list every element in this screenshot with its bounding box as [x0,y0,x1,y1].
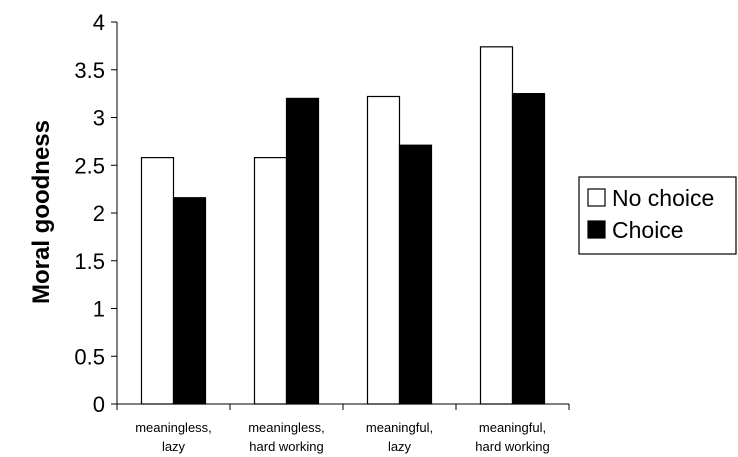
plot-area: 0 0.5 1 1.5 2 2.5 3 3.5 4 meaningless, lazy meaning… [74,10,570,454]
y-tick-label: 1.5 [74,249,105,274]
bar-no-choice [253,157,288,405]
y-tick-label: 2 [93,201,105,226]
legend-label-no-choice: No choice [612,185,714,211]
bar-choice [172,197,207,405]
y-tick-label: 3.5 [74,58,105,83]
y-tick-label: 2.5 [74,153,105,178]
y-tick-label: 1 [93,297,105,322]
legend-swatch-choice [587,220,606,239]
x-tick-label: meaningless, [248,420,325,435]
y-axis-label: Moral goodness [28,120,55,304]
x-tick-label: meaningful, [479,420,546,435]
bar-no-choice [366,95,401,405]
y-tick-label: 0.5 [74,344,105,369]
bar-choice [398,144,433,405]
legend: No choice Choice [578,176,737,255]
bar-choice [285,97,320,405]
x-tick-label: meaningless, [135,420,212,435]
legend-label-choice: Choice [612,217,684,243]
y-tick-label: 4 [93,10,105,35]
bar-no-choice [479,46,514,405]
x-tick-label: hard working [249,439,323,454]
legend-swatch-no-choice [587,188,606,207]
bar-no-choice [140,157,175,405]
x-tick-label: meaningful, [366,420,433,435]
x-tick-label: lazy [388,439,412,454]
y-tick-label: 3 [93,106,105,131]
x-tick-label: hard working [475,439,549,454]
x-tick-label: lazy [162,439,186,454]
bar-choice [511,93,546,405]
y-tick-label: 0 [93,392,105,417]
